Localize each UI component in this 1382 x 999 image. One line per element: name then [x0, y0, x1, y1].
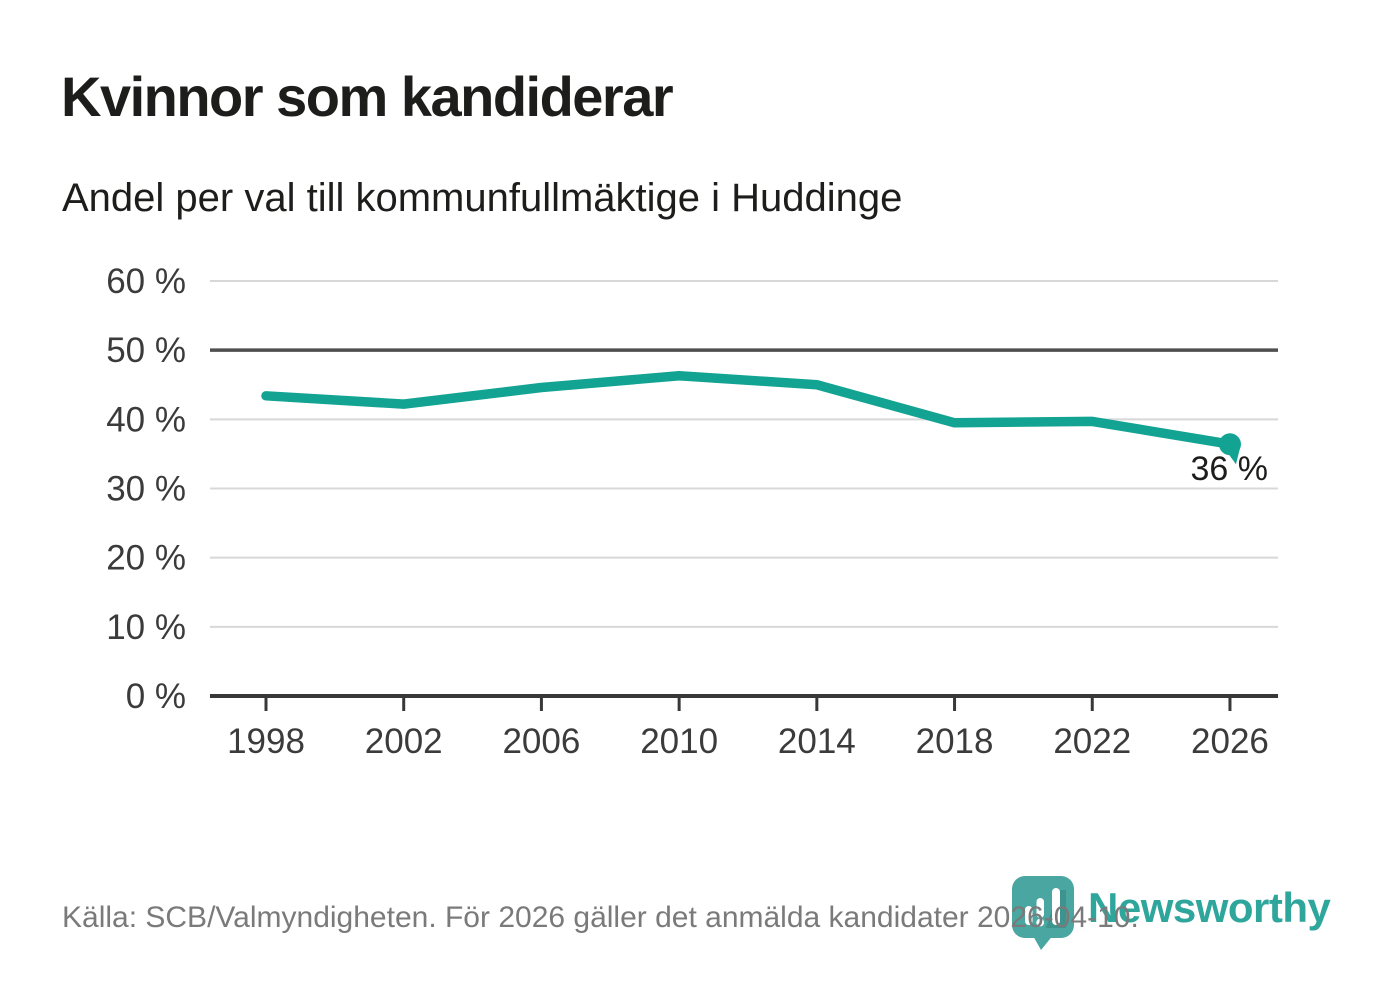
brand-name: Newsworthy	[1088, 884, 1331, 931]
y-axis-label: 40 %	[106, 400, 186, 439]
y-axis-label: 60 %	[106, 262, 186, 301]
x-axis-label: 2022	[1053, 722, 1131, 761]
line-chart: 0 % 10 % 20 % 30 % 40 % 50 % 60 % 1998 2002 2006 2…	[106, 262, 1278, 761]
end-point-marker	[1218, 433, 1241, 456]
chart-subtitle: Andel per val till kommunfullmäktige i H…	[62, 176, 903, 220]
x-axis-label: 2010	[640, 722, 718, 761]
chart-title: Kvinnor som kandiderar	[61, 65, 674, 128]
y-axis-label: 0 %	[126, 677, 186, 716]
newsworthy-logo: Newsworthy	[1012, 876, 1331, 950]
x-axis-label: 1998	[227, 722, 305, 761]
x-axis-label: 2026	[1191, 722, 1269, 761]
y-axis-label: 20 %	[106, 539, 186, 578]
y-axis-label: 30 %	[106, 469, 186, 508]
x-axis-label: 2006	[502, 722, 580, 761]
x-axis-label: 2018	[916, 722, 994, 761]
source-note: Källa: SCB/Valmyndigheten. För 2026 gäll…	[62, 901, 1139, 934]
x-axis-label: 2014	[778, 722, 856, 761]
y-axis-label: 10 %	[106, 608, 186, 647]
newsworthy-pin-icon	[1012, 876, 1074, 950]
data-line	[261, 371, 1235, 449]
y-axis-label: 50 %	[106, 331, 186, 370]
x-axis-label: 2002	[365, 722, 443, 761]
end-value-label: 36 %	[1191, 450, 1269, 488]
end-point-marker-tail	[1227, 448, 1240, 465]
